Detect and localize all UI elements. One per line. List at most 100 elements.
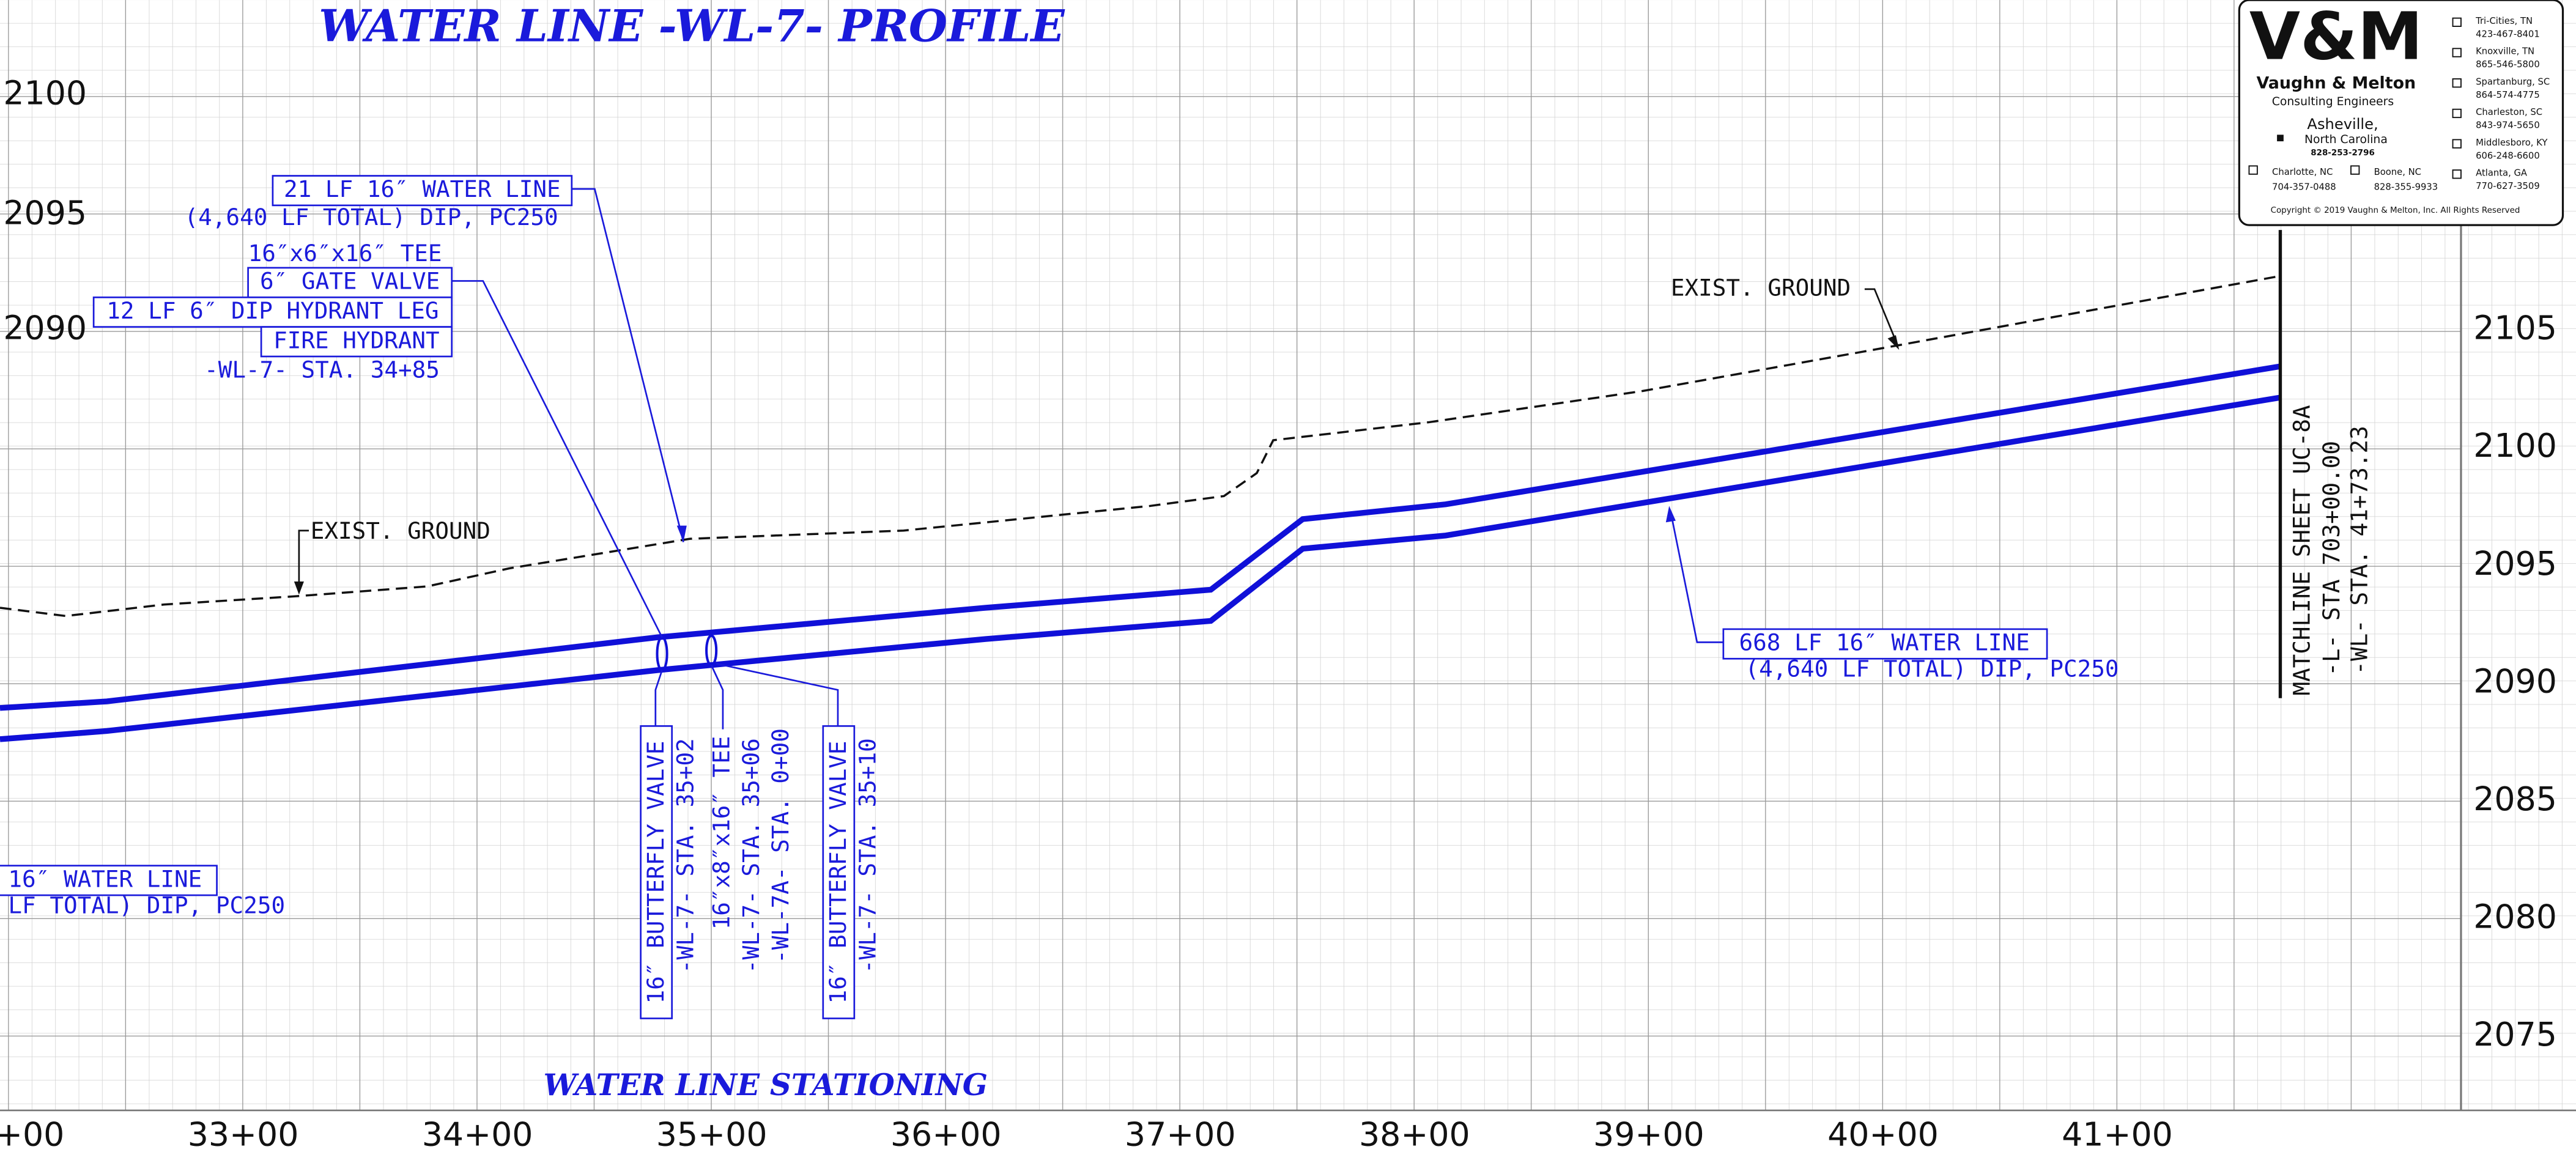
office-city: Charleston, SC bbox=[2476, 107, 2542, 117]
station-label: 32+00 bbox=[0, 1115, 64, 1154]
callout-text: 16″ BUTTERFLY VALVE bbox=[824, 740, 851, 1003]
ground-label: EXIST. GROUND bbox=[311, 517, 490, 544]
checkbox bbox=[2452, 17, 2462, 27]
callout-box bbox=[1722, 628, 2048, 660]
leader-line bbox=[654, 670, 663, 726]
existing-ground bbox=[0, 275, 2281, 618]
office-phone: 423-467-8401 bbox=[2476, 29, 2540, 39]
office-city: Middlesboro, KY bbox=[2476, 138, 2548, 148]
leader-line bbox=[1670, 512, 1723, 643]
callout-text: 16″ WATER LINE bbox=[8, 865, 202, 892]
station-label: 33+00 bbox=[188, 1115, 299, 1154]
logo-hq: Asheville, bbox=[2307, 116, 2378, 133]
office-phone: 865-546-5800 bbox=[2476, 59, 2540, 70]
checkbox bbox=[2350, 165, 2360, 175]
office-city: Atlanta, GA bbox=[2476, 168, 2527, 178]
office-city: Boone, NC bbox=[2374, 167, 2421, 177]
major-grid bbox=[0, 0, 2461, 1110]
callout-box bbox=[640, 725, 673, 1019]
office-city: Spartanburg, SC bbox=[2476, 76, 2550, 87]
elevation-label: 2090 bbox=[2473, 662, 2557, 700]
leader-line bbox=[716, 662, 839, 726]
station-label: 36+00 bbox=[890, 1115, 1002, 1154]
elevation-label: 2085 bbox=[2473, 780, 2557, 818]
office-phone: 828-355-9933 bbox=[2374, 182, 2438, 192]
callout-text: -WL-7- STA. 35+10 bbox=[854, 738, 881, 973]
callout-text: LF TOTAL) DIP, PC250 bbox=[8, 892, 285, 918]
leader-line bbox=[571, 188, 684, 542]
logo-name: Vaughn & Melton bbox=[2256, 74, 2416, 93]
station-label: 41+00 bbox=[2062, 1115, 2173, 1154]
callout-text: -WL-7- STA. 35+06 bbox=[738, 738, 764, 973]
office-phone: 843-974-5650 bbox=[2476, 120, 2540, 131]
matchline-text: -L- STA 703+00.00 bbox=[2318, 441, 2345, 676]
callout-text: 21 LF 16″ WATER LINE bbox=[284, 175, 561, 202]
callout-text: 16″x8″x16″ TEE bbox=[708, 736, 735, 930]
ground-label: EXIST. GROUND bbox=[1671, 274, 1851, 301]
axis-title: WATER LINE STATIONING bbox=[544, 1068, 988, 1102]
callout-text: 6″ GATE VALVE bbox=[260, 268, 440, 295]
matchline-text: MATCHLINE SHEET UC-8A bbox=[2289, 405, 2315, 695]
arrowhead bbox=[676, 525, 687, 542]
office-city: Charlotte, NC bbox=[2272, 167, 2333, 177]
elevation-label: 2100 bbox=[2473, 426, 2557, 465]
callout-text: 16″ BUTTERFLY VALVE bbox=[642, 740, 669, 1003]
callout-text: FIRE HYDRANT bbox=[273, 327, 440, 353]
elevation-label: 2075 bbox=[2473, 1015, 2557, 1054]
copyright: Copyright © 2019 Vaughn & Melton, Inc. A… bbox=[2271, 206, 2520, 215]
callout-box bbox=[272, 175, 573, 207]
station-label: 40+00 bbox=[1827, 1115, 1939, 1154]
office-city: Tri-Cities, TN bbox=[2475, 16, 2533, 26]
leader-line bbox=[451, 280, 663, 638]
station-label: 35+00 bbox=[656, 1115, 768, 1154]
pipe-bottom bbox=[0, 394, 2281, 742]
station-label: 39+00 bbox=[1593, 1115, 1704, 1154]
elevation-label: 2095 bbox=[2473, 544, 2557, 583]
checkbox bbox=[2452, 78, 2462, 88]
matchline-text: -WL- STA. 41+73.23 bbox=[2346, 426, 2373, 674]
station-label: 37+00 bbox=[1125, 1115, 1236, 1154]
logo-hq: North Carolina bbox=[2304, 133, 2388, 146]
callout-text: 12 LF 6″ DIP HYDRANT LEG bbox=[106, 297, 439, 324]
office-city: Knoxville, TN bbox=[2476, 46, 2534, 57]
callout-box bbox=[0, 865, 218, 896]
station-label: 34+00 bbox=[422, 1115, 533, 1154]
checkbox bbox=[2248, 165, 2258, 175]
office-phone: 770-627-3509 bbox=[2476, 181, 2540, 191]
callout-text: (4,640 LF TOTAL) DIP, PC250 bbox=[1745, 655, 2119, 682]
callout-text: (4,640 LF TOTAL) DIP, PC250 bbox=[185, 204, 558, 231]
callout-text: -WL-7- STA. 35+02 bbox=[672, 738, 698, 973]
office-phone: 606-248-6600 bbox=[2476, 150, 2540, 161]
callout-text: 16″x6″x16″ TEE bbox=[248, 240, 442, 267]
elevation-label: 2090 bbox=[3, 309, 87, 347]
checkbox bbox=[2452, 139, 2462, 149]
station-label: 38+00 bbox=[1359, 1115, 1470, 1154]
office-phone: 704-357-0488 bbox=[2272, 182, 2336, 192]
leader-line bbox=[1864, 288, 1898, 345]
callout-text: -WL-7- STA. 34+85 bbox=[204, 356, 440, 383]
leader-line bbox=[710, 665, 724, 729]
checkbox bbox=[2452, 48, 2462, 57]
elevation-label: 2095 bbox=[3, 194, 87, 232]
elevation-label: 2100 bbox=[3, 74, 87, 113]
callout-box bbox=[260, 326, 453, 358]
logo-block bbox=[2238, 0, 2564, 226]
title: WATER LINE -WL-7- PROFILE bbox=[319, 0, 1065, 52]
callout-text: 668 LF 16″ WATER LINE bbox=[1739, 629, 2029, 656]
checkbox-filled bbox=[2277, 135, 2284, 142]
callout-text: -WL-7A- STA. 0+00 bbox=[767, 728, 794, 964]
checkbox bbox=[2452, 169, 2462, 179]
callout-box bbox=[247, 267, 453, 298]
logo-mark: V&M bbox=[2249, 0, 2423, 75]
callout-box bbox=[92, 296, 453, 328]
logo-hq: 828-253-2796 bbox=[2311, 149, 2375, 158]
elevation-label: 2105 bbox=[2473, 309, 2557, 347]
office-phone: 864-574-4775 bbox=[2476, 90, 2540, 100]
logo-tagline: Consulting Engineers bbox=[2272, 95, 2394, 108]
pipe-top bbox=[0, 363, 2281, 711]
elevation-label: 2080 bbox=[2473, 898, 2557, 936]
callout-box bbox=[822, 725, 856, 1019]
leader-line bbox=[298, 530, 309, 588]
arrowhead bbox=[1887, 335, 1900, 350]
